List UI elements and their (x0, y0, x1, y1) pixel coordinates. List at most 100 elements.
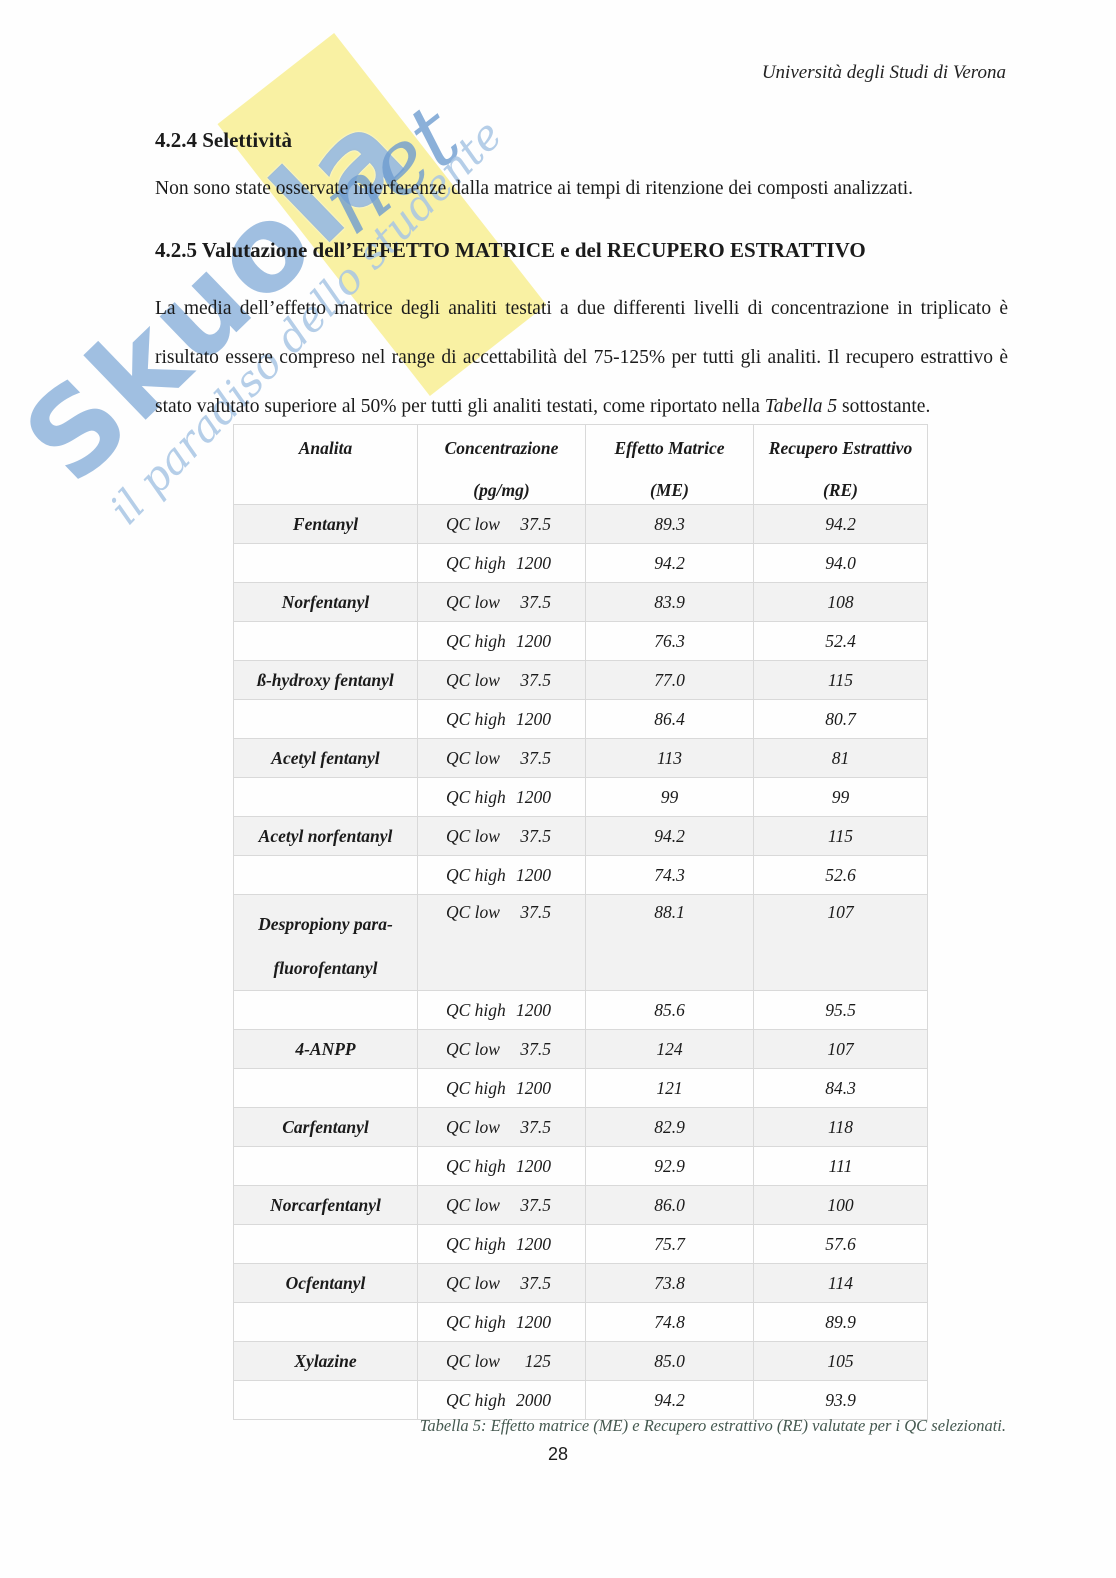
concentration-value: 1200 (516, 630, 551, 651)
cell-concentration: QC high 1200 (417, 1224, 586, 1264)
cell-matrix-effect: 76.3 (585, 621, 754, 661)
cell-analyte: Despropiony para-fluorofentanyl (233, 894, 418, 991)
concentration-value: 37.5 (520, 513, 551, 534)
table-header: Analita Concentrazione (pg/mg) Effetto M… (233, 424, 928, 505)
table-row: Xylazine QC low 125 85.0 105 (233, 1341, 928, 1381)
column-header-sublabel: (ME) (650, 480, 689, 500)
paragraph-text-part1: La media dell’effetto matrice degli anal… (155, 298, 1008, 417)
cell-analyte (233, 1146, 418, 1186)
cell-matrix-effect: 85.0 (585, 1341, 754, 1381)
cell-concentration: QC low 37.5 (417, 1107, 586, 1147)
cell-concentration: QC low 37.5 (417, 738, 586, 778)
cell-concentration: QC low 37.5 (417, 660, 586, 700)
cell-concentration: QC low 37.5 (417, 504, 586, 544)
column-header-label: Analita (298, 438, 353, 458)
concentration-value: 1200 (516, 786, 551, 807)
cell-extraction-recovery: 100 (753, 1185, 928, 1225)
table-row: Despropiony para-fluorofentanyl QC low 37.… (233, 894, 928, 991)
cell-matrix-effect: 83.9 (585, 582, 754, 622)
cell-matrix-effect: 82.9 (585, 1107, 754, 1147)
table-reference: Tabella 5 (764, 396, 838, 417)
qc-level-label: QC low (446, 1038, 500, 1059)
table-row: QC high 2000 94.2 93.9 (233, 1380, 928, 1420)
cell-matrix-effect: 73.8 (585, 1263, 754, 1303)
table-header-row: Analita Concentrazione (pg/mg) Effetto M… (233, 424, 928, 505)
cell-matrix-effect: 86.4 (585, 699, 754, 739)
qc-level-label: QC low (446, 513, 500, 534)
table-row: Fentanyl QC low 37.5 89.3 94.2 (233, 504, 928, 544)
cell-matrix-effect: 121 (585, 1068, 754, 1108)
table-row: Acetyl norfentanyl QC low 37.5 94.2 115 (233, 816, 928, 856)
table-row: QC high 1200 94.2 94.0 (233, 543, 928, 583)
cell-extraction-recovery: 105 (753, 1341, 928, 1381)
cell-extraction-recovery: 81 (753, 738, 928, 778)
qc-level-label: QC high (446, 999, 506, 1020)
qc-level-label: QC low (446, 1116, 500, 1137)
cell-analyte: Xylazine (233, 1341, 418, 1381)
cell-extraction-recovery: 107 (753, 894, 928, 991)
qc-level-label: QC low (446, 1350, 500, 1371)
cell-matrix-effect: 94.2 (585, 816, 754, 856)
table-row: QC high 1200 74.3 52.6 (233, 855, 928, 895)
qc-level-label: QC high (446, 1389, 506, 1410)
cell-extraction-recovery: 99 (753, 777, 928, 817)
concentration-value: 37.5 (520, 1272, 551, 1293)
cell-concentration: QC high 1200 (417, 777, 586, 817)
cell-extraction-recovery: 93.9 (753, 1380, 928, 1420)
concentration-value: 1200 (516, 1155, 551, 1176)
cell-analyte (233, 699, 418, 739)
qc-level-label: QC high (446, 1233, 506, 1254)
table-body: Fentanyl QC low 37.5 89.3 94.2 QC high 1200 94.… (233, 504, 928, 1420)
cell-extraction-recovery: 118 (753, 1107, 928, 1147)
concentration-value: 37.5 (520, 902, 551, 922)
cell-matrix-effect: 113 (585, 738, 754, 778)
cell-concentration: QC low 37.5 (417, 816, 586, 856)
cell-analyte: Ocfentanyl (233, 1263, 418, 1303)
section-paragraph-425: La media dell’effetto matrice degli anal… (155, 284, 1008, 431)
cell-extraction-recovery: 94.2 (753, 504, 928, 544)
cell-extraction-recovery: 94.0 (753, 543, 928, 583)
table-row: QC high 1200 74.8 89.9 (233, 1302, 928, 1342)
concentration-value: 1200 (516, 999, 551, 1020)
cell-analyte (233, 1068, 418, 1108)
table-row: Acetyl fentanyl QC low 37.5 113 81 (233, 738, 928, 778)
table-row: QC high 1200 86.4 80.7 (233, 699, 928, 739)
column-header-recupero-estrattivo: Recupero Estrattivo (RE) (753, 424, 928, 505)
table-row: QC high 1200 121 84.3 (233, 1068, 928, 1108)
cell-concentration: QC low 37.5 (417, 1029, 586, 1069)
cell-analyte: Norfentanyl (233, 582, 418, 622)
cell-analyte: Norcarfentanyl (233, 1185, 418, 1225)
qc-level-label: QC high (446, 1155, 506, 1176)
cell-matrix-effect: 99 (585, 777, 754, 817)
qc-level-label: QC low (446, 902, 500, 922)
qc-level-label: QC low (446, 1194, 500, 1215)
cell-analyte (233, 621, 418, 661)
cell-concentration: QC high 1200 (417, 1146, 586, 1186)
cell-analyte (233, 1302, 418, 1342)
cell-matrix-effect: 124 (585, 1029, 754, 1069)
cell-analyte: Acetyl fentanyl (233, 738, 418, 778)
cell-concentration: QC high 1200 (417, 1068, 586, 1108)
cell-analyte (233, 1224, 418, 1264)
cell-matrix-effect: 89.3 (585, 504, 754, 544)
cell-concentration: QC high 1200 (417, 621, 586, 661)
cell-matrix-effect: 88.1 (585, 894, 754, 991)
table-row: Carfentanyl QC low 37.5 82.9 118 (233, 1107, 928, 1147)
concentration-value: 1200 (516, 1233, 551, 1254)
cell-extraction-recovery: 107 (753, 1029, 928, 1069)
results-table-wrapper: Analita Concentrazione (pg/mg) Effetto M… (233, 424, 928, 1420)
column-header-label: Recupero Estrattivo (768, 438, 913, 458)
table-row: Norcarfentanyl QC low 37.5 86.0 100 (233, 1185, 928, 1225)
table-row: 4-ANPP QC low 37.5 124 107 (233, 1029, 928, 1069)
cell-concentration: QC low 125 (417, 1341, 586, 1381)
concentration-value: 1200 (516, 1311, 551, 1332)
section-paragraph-424: Non sono state osservate interferenze da… (155, 178, 914, 199)
concentration-value: 37.5 (520, 591, 551, 612)
cell-analyte (233, 855, 418, 895)
cell-analyte (233, 990, 418, 1030)
cell-analyte: Fentanyl (233, 504, 418, 544)
cell-extraction-recovery: 111 (753, 1146, 928, 1186)
qc-level-label: QC high (446, 864, 506, 885)
cell-extraction-recovery: 52.4 (753, 621, 928, 661)
